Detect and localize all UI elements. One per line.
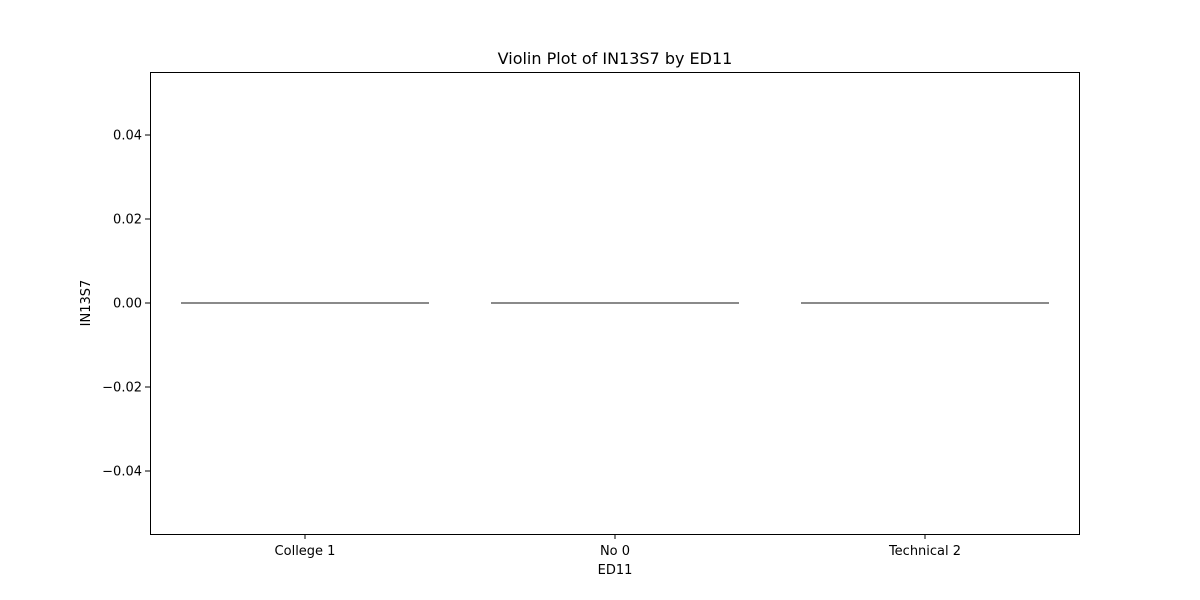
y-tick-label: 0.02 (113, 213, 142, 228)
x-tick-label: No 0 (600, 544, 630, 559)
y-tick-label: 0.00 (113, 297, 142, 312)
y-axis: −0.04 −0.02 0.00 0.02 0.04 (102, 129, 150, 480)
x-tick-label: College 1 (275, 544, 336, 559)
y-tick-label: 0.04 (113, 129, 142, 144)
y-axis-label: IN13S7 (79, 280, 94, 327)
x-axis: College 1 No 0 Technical 2 (275, 534, 961, 559)
x-axis-label: ED11 (598, 563, 633, 578)
x-tick-label: Technical 2 (888, 544, 961, 559)
chart-title: Violin Plot of IN13S7 by ED11 (498, 49, 733, 68)
y-tick-label: −0.04 (102, 465, 142, 480)
y-tick-label: −0.02 (102, 381, 142, 396)
